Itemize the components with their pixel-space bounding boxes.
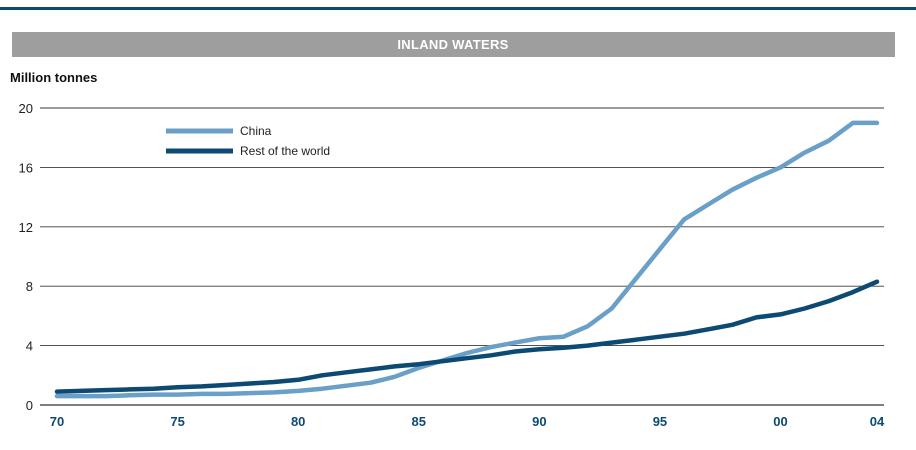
y-tick-label: 20 bbox=[19, 101, 33, 116]
top-rule bbox=[0, 7, 916, 10]
legend: China Rest of the world bbox=[166, 124, 330, 158]
gridlines bbox=[40, 107, 884, 406]
x-tick-labels: 70 75 80 85 90 95 00 04 bbox=[50, 414, 885, 429]
y-tick-labels: 0 4 8 12 16 20 bbox=[19, 101, 33, 413]
y-axis-label: Million tonnes bbox=[10, 70, 97, 85]
legend-label-china: China bbox=[240, 124, 272, 138]
y-tick-label: 12 bbox=[19, 220, 33, 235]
x-tick-label: 80 bbox=[291, 414, 305, 429]
x-tick-label: 95 bbox=[653, 414, 667, 429]
x-tick-label: 00 bbox=[773, 414, 787, 429]
y-tick-label: 0 bbox=[26, 398, 33, 413]
y-tick-label: 4 bbox=[26, 339, 33, 354]
chart-title: INLAND WATERS bbox=[397, 37, 508, 52]
x-tick-label: 85 bbox=[412, 414, 426, 429]
series-line-china bbox=[54, 120, 880, 399]
x-tick-label: 75 bbox=[170, 414, 184, 429]
y-tick-label: 8 bbox=[26, 279, 33, 294]
title-banner bbox=[12, 32, 895, 57]
y-tick-label: 16 bbox=[19, 160, 33, 175]
x-tick-label: 90 bbox=[532, 414, 546, 429]
series-lines bbox=[54, 120, 880, 399]
legend-label-rest-of-world: Rest of the world bbox=[240, 144, 330, 158]
x-tick-label: 04 bbox=[870, 414, 885, 429]
x-tick-label: 70 bbox=[50, 414, 64, 429]
series-line-rest-of-the-world bbox=[54, 279, 880, 394]
